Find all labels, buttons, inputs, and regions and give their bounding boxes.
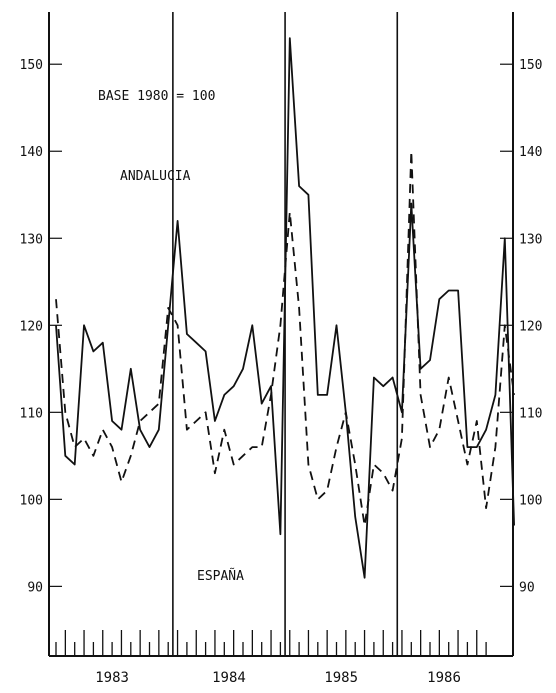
x-axis-ticks bbox=[55, 630, 487, 656]
right-tick-label: 120 bbox=[519, 319, 542, 334]
left-tick-label: 110 bbox=[20, 406, 43, 421]
chart-frame bbox=[48, 12, 514, 657]
left-tick-label: 140 bbox=[20, 145, 43, 160]
right-tick-label: 130 bbox=[519, 232, 542, 247]
right-tick-label: 90 bbox=[519, 580, 535, 595]
series-label-andalucia: ANDALUCIA bbox=[120, 169, 191, 184]
left-tick-label: 100 bbox=[20, 493, 43, 508]
left-tick-label: 120 bbox=[20, 319, 43, 334]
series-line-andalucia bbox=[55, 37, 515, 579]
right-tick-label: 150 bbox=[519, 58, 542, 73]
series-label-españa: ESPAÑA bbox=[197, 568, 244, 584]
left-tick-label: 130 bbox=[20, 232, 43, 247]
left-tick-label: 90 bbox=[27, 580, 43, 595]
left-tick-label: 150 bbox=[20, 58, 43, 73]
x-axis-year-labels: 1983 1984 1985 1986 bbox=[95, 670, 461, 686]
series-lines bbox=[55, 37, 515, 579]
right-y-axis: 90 100 110 120 130 140 150 bbox=[500, 58, 542, 595]
right-tick-label: 140 bbox=[519, 145, 542, 160]
year-label-1986: 1986 bbox=[427, 670, 461, 686]
left-y-axis: 90 100 110 120 130 140 150 bbox=[20, 58, 62, 595]
series-labels: ANDALUCIA ESPAÑA bbox=[120, 169, 244, 584]
year-label-1985: 1985 bbox=[324, 670, 358, 686]
year-label-1984: 1984 bbox=[212, 670, 246, 686]
base-annotation: BASE 1980 = 100 bbox=[98, 89, 215, 104]
right-tick-label: 110 bbox=[519, 406, 542, 421]
right-tick-label: 100 bbox=[519, 493, 542, 508]
year-label-1983: 1983 bbox=[95, 670, 129, 686]
